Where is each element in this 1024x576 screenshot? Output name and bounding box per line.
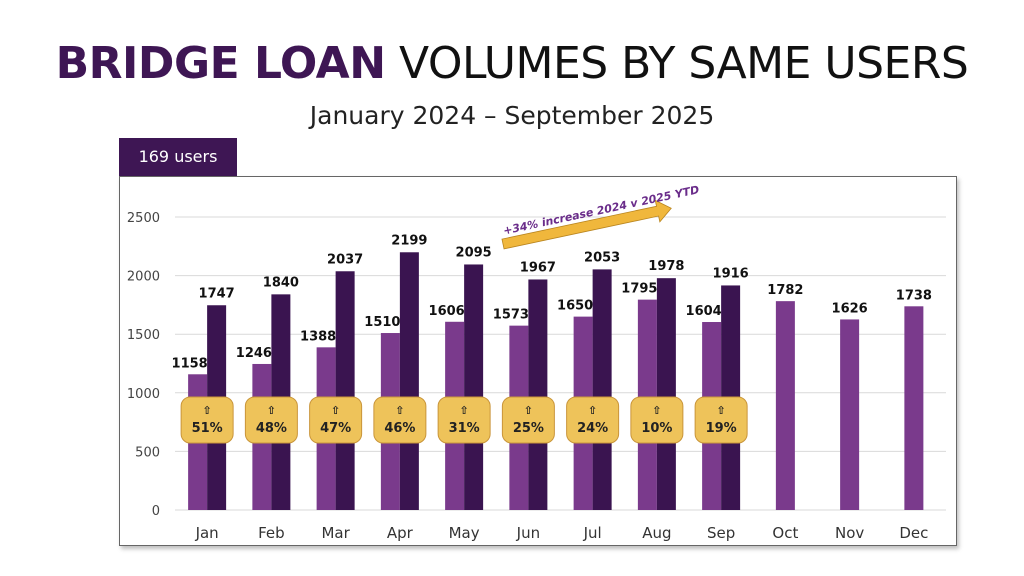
- data-label-2024: 1246: [236, 346, 272, 361]
- x-tick-label: Oct: [772, 524, 798, 542]
- data-label-2025: 1916: [713, 266, 749, 281]
- up-arrow-icon: ⇧: [267, 404, 276, 417]
- data-label-2024: 1158: [172, 356, 208, 371]
- pct-change-label: 46%: [384, 421, 415, 436]
- data-label-2024: 1738: [896, 288, 932, 303]
- chart-frame: 0 500 1000 1500 2000 2500 1158 1747 Jan ⇧ 51% 1246 1…: [119, 176, 957, 546]
- bar-2025-jun: [528, 279, 548, 510]
- pct-change-box: [244, 396, 298, 444]
- y-tick-label: 0: [152, 504, 160, 519]
- bar-2025-may: [464, 264, 484, 510]
- user-count-badge: 169 users: [119, 138, 237, 176]
- pct-change-label: 10%: [641, 421, 672, 436]
- data-label-2025: 1978: [648, 259, 684, 274]
- chart-subtitle: January 2024 – September 2025: [309, 101, 715, 130]
- pct-change-label: 24%: [577, 421, 608, 436]
- pct-change-label: 19%: [706, 421, 737, 436]
- x-tick-label: Nov: [835, 524, 864, 542]
- pct-change-box: [437, 396, 491, 444]
- x-tick-label: Feb: [258, 524, 285, 542]
- ytd-increase-annotation: +34% increase 2024 v 2025 YTD: [502, 183, 700, 237]
- bar-2025-apr: [399, 252, 419, 510]
- x-tick-label: Jul: [583, 524, 602, 542]
- pct-change-box: [630, 396, 684, 444]
- data-label-2024: 1510: [364, 315, 400, 330]
- up-arrow-icon: ⇧: [395, 404, 404, 417]
- bar-2024-dec: [904, 306, 924, 510]
- y-tick-label: 500: [135, 445, 160, 460]
- data-label-2024: 1650: [557, 299, 593, 314]
- y-tick-label: 1500: [127, 328, 160, 343]
- pct-change-box: [501, 396, 555, 444]
- data-label-2024: 1606: [429, 304, 465, 319]
- pct-change-label: 47%: [320, 421, 351, 436]
- up-arrow-icon: ⇧: [524, 404, 533, 417]
- data-label-2025: 1840: [263, 275, 299, 290]
- pct-change-label: 31%: [449, 421, 480, 436]
- up-arrow-icon: ⇧: [331, 404, 340, 417]
- data-label-2024: 1795: [621, 282, 657, 297]
- up-arrow-icon: ⇧: [460, 404, 469, 417]
- data-label-2025: 2037: [327, 252, 363, 267]
- bar-2025-aug: [656, 278, 676, 510]
- data-label-2025: 2199: [391, 233, 427, 248]
- data-label-2025: 1747: [199, 286, 235, 301]
- bar-2025-mar: [335, 271, 355, 510]
- pct-change-box: [309, 396, 363, 444]
- x-tick-label: Sep: [707, 524, 735, 542]
- data-label-2024: 1388: [300, 329, 336, 344]
- up-arrow-icon: ⇧: [588, 404, 597, 417]
- data-label-2025: 1967: [520, 260, 556, 275]
- y-tick-label: 1000: [127, 387, 160, 402]
- bar-2024-nov: [840, 319, 860, 510]
- x-tick-label: Aug: [642, 524, 671, 542]
- data-label-2024: 1573: [493, 308, 529, 323]
- x-tick-label: Jun: [516, 524, 540, 542]
- arrow-right-icon: [501, 199, 672, 250]
- data-label-2025: 2095: [456, 245, 492, 260]
- x-tick-label: Dec: [899, 524, 928, 542]
- bar-chart: 0 500 1000 1500 2000 2500 1158 1747 Jan ⇧ 51% 1246 1…: [127, 183, 946, 542]
- up-arrow-icon: ⇧: [717, 404, 726, 417]
- y-tick-label: 2500: [127, 211, 160, 226]
- up-arrow-icon: ⇧: [203, 404, 212, 417]
- pct-change-box: [566, 396, 620, 444]
- pct-change-box: [694, 396, 748, 444]
- pct-change-box: [180, 396, 234, 444]
- x-tick-label: Apr: [387, 524, 414, 542]
- chart-title-rest: VOLUMES BY SAME USERS: [399, 38, 969, 89]
- pct-change-label: 25%: [513, 421, 544, 436]
- data-label-2024: 1782: [767, 283, 803, 298]
- pct-change-label: 51%: [192, 421, 223, 436]
- pct-change-label: 48%: [256, 421, 287, 436]
- bar-2025-jul: [592, 269, 612, 510]
- bar-2024-oct: [775, 301, 795, 510]
- up-arrow-icon: ⇧: [652, 404, 661, 417]
- data-label-2024: 1604: [686, 304, 722, 319]
- chart-title-bold: BRIDGE LOAN: [55, 38, 386, 89]
- y-tick-label: 2000: [127, 270, 160, 285]
- x-tick-label: Mar: [321, 524, 350, 542]
- ytd-increase-arrow: +34% increase 2024 v 2025 YTD: [501, 183, 700, 250]
- x-tick-label: May: [449, 524, 480, 542]
- data-label-2024: 1626: [832, 301, 868, 316]
- chart-title: BRIDGE LOAN VOLUMES BY SAME USERS: [0, 38, 1024, 90]
- pct-change-box: [373, 396, 427, 444]
- data-label-2025: 2053: [584, 250, 620, 265]
- x-tick-label: Jan: [195, 524, 219, 542]
